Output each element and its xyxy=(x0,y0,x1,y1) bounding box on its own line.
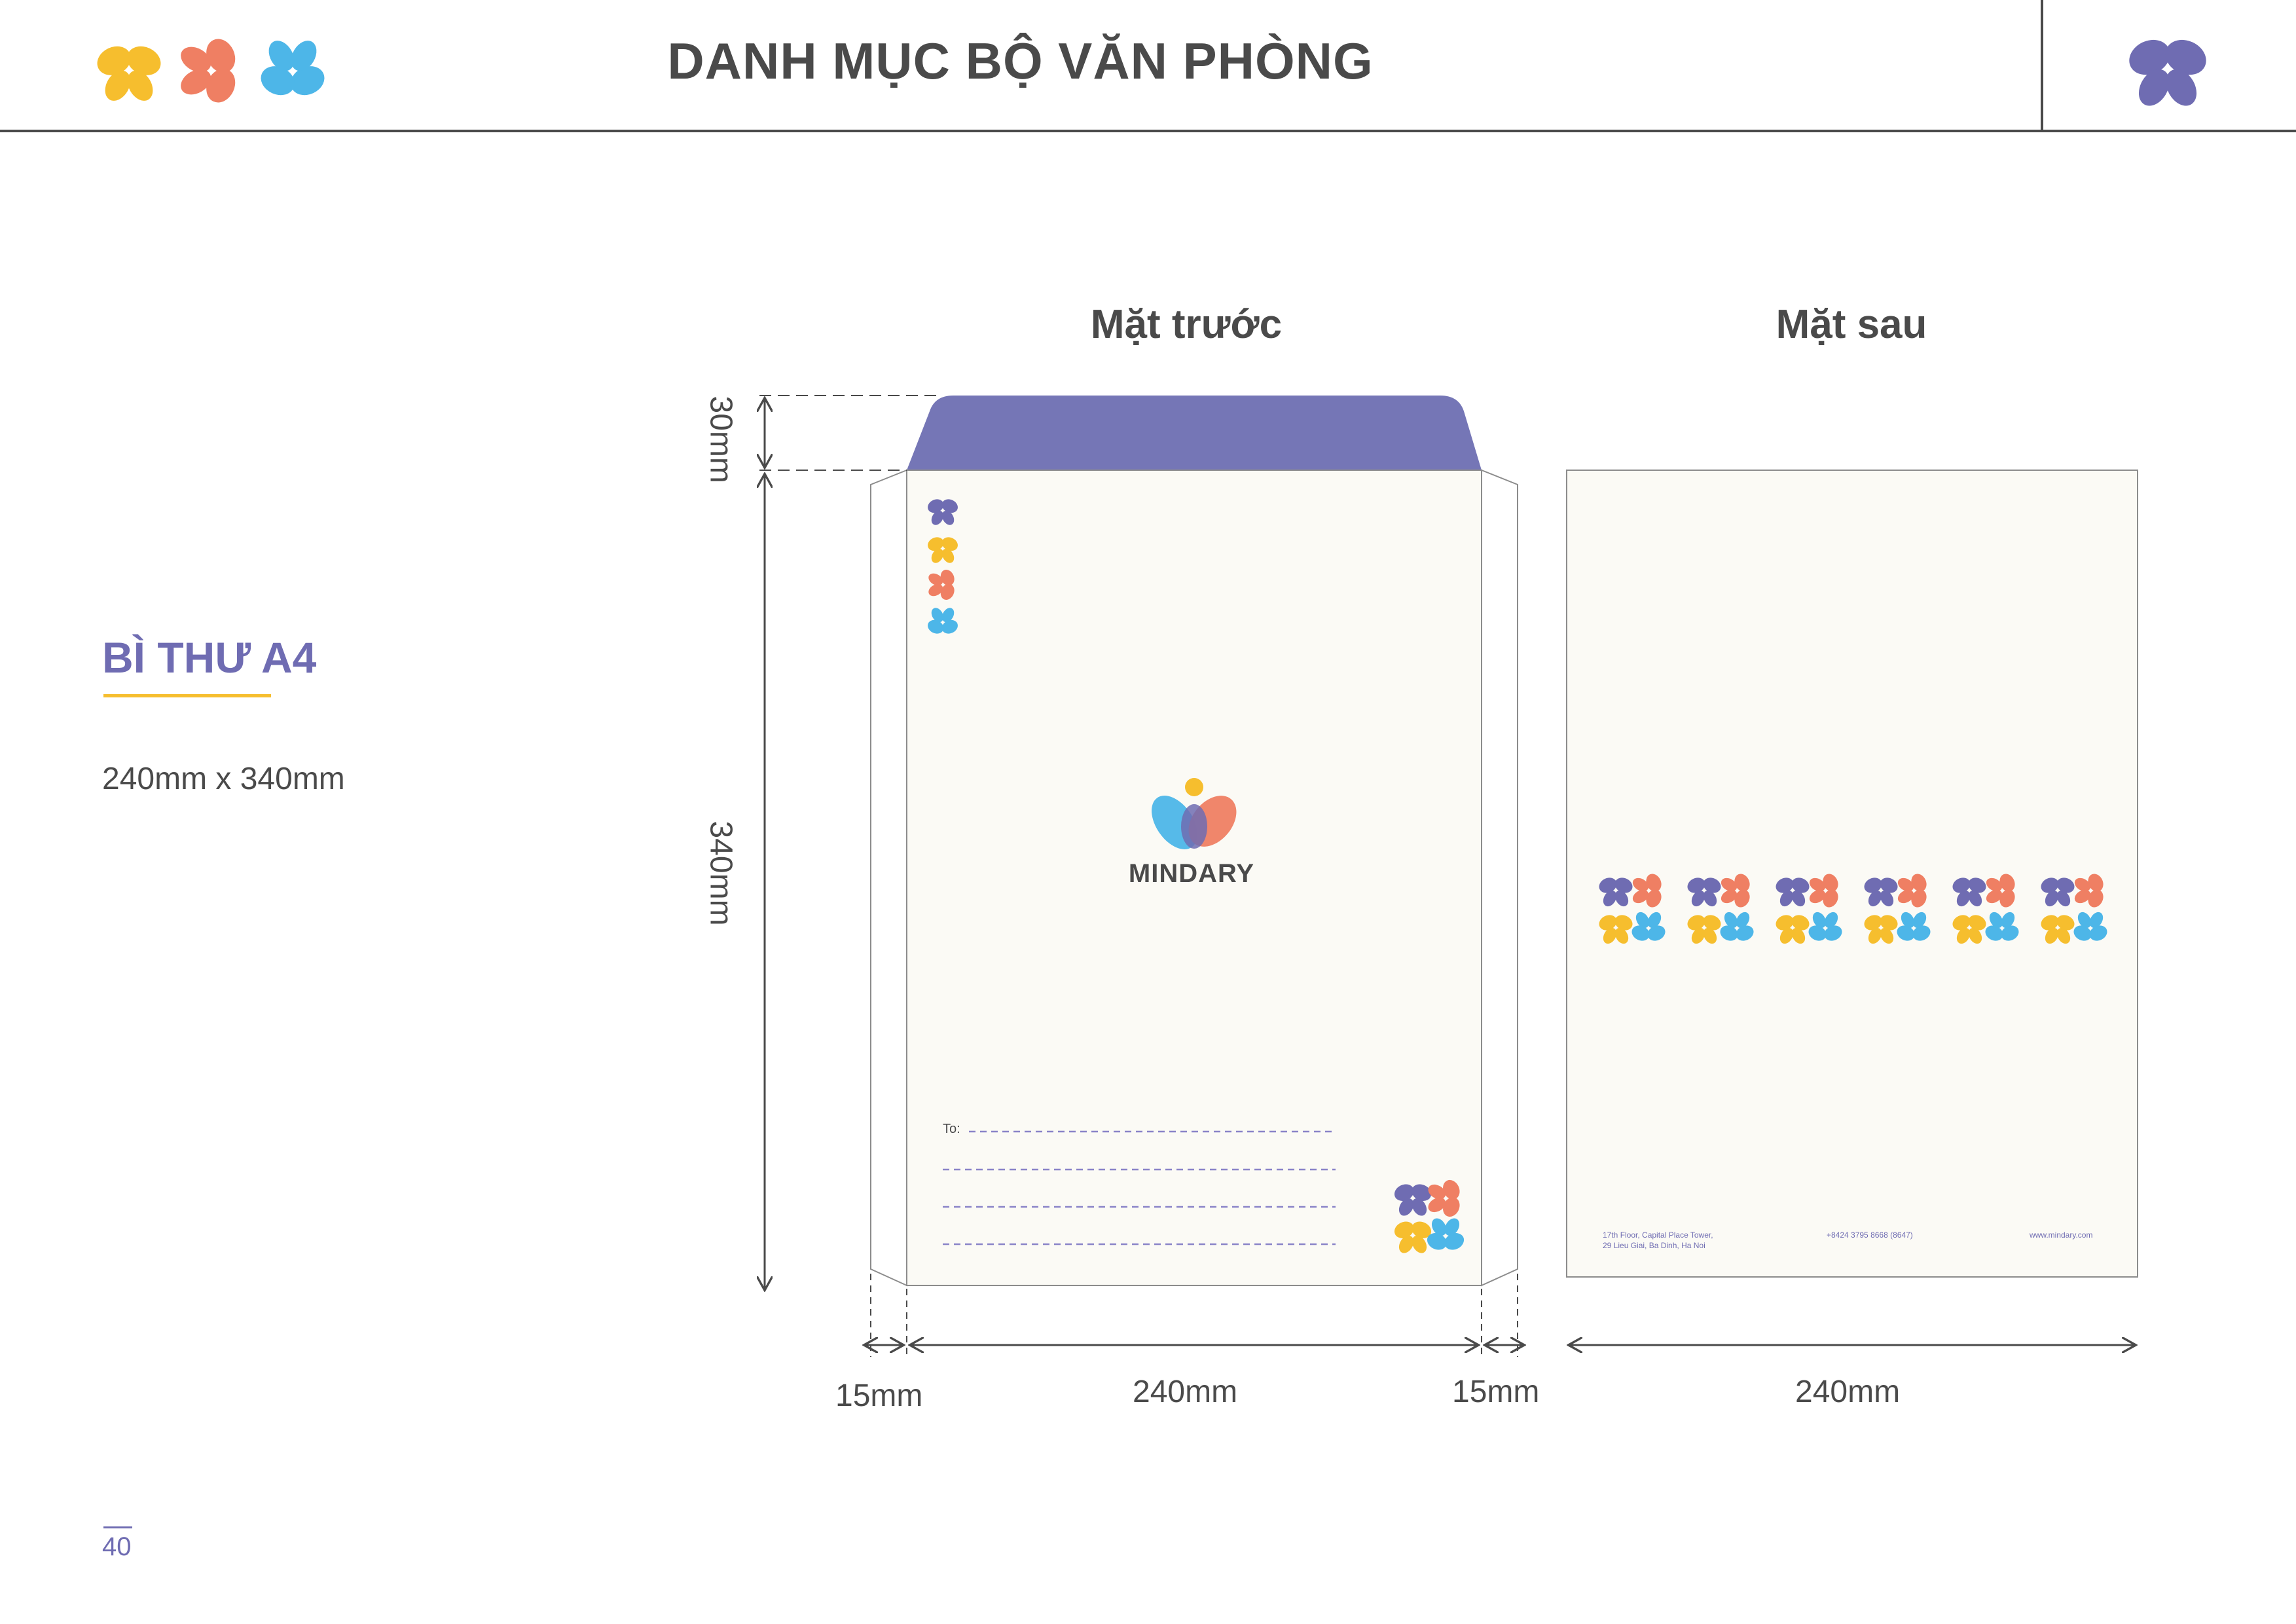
front-body xyxy=(906,470,1482,1286)
to-label: To: xyxy=(943,1122,960,1136)
butterfly-blue-icon xyxy=(256,36,329,101)
section-size: 240mm x 340mm xyxy=(102,762,345,796)
section-heading: BÌ THƯ A4 xyxy=(102,633,317,682)
mindary-logo-icon xyxy=(1152,778,1237,849)
brand-wordmark: MINDARY xyxy=(1128,859,1255,888)
left-margin-dimension-label: 15mm xyxy=(835,1378,923,1413)
back-phone: +8424 3795 8668 (8647) xyxy=(1827,1230,1913,1240)
butterfly-yellow-icon xyxy=(92,41,166,105)
back-address: 17th Floor, Capital Place Tower, 29 Lieu… xyxy=(1603,1230,1713,1251)
back-website: www.mindary.com xyxy=(2030,1230,2093,1240)
back-label: Mặt sau xyxy=(1776,302,1927,347)
front-side-flaps xyxy=(870,469,1518,1287)
height-dimension-label: 340mm xyxy=(703,821,738,926)
back-address-line1: 17th Floor, Capital Place Tower, xyxy=(1603,1230,1713,1240)
section-underline xyxy=(103,694,271,697)
address-lines xyxy=(943,1130,1336,1246)
butterfly-purple-icon xyxy=(2123,33,2212,111)
header-divider xyxy=(0,130,2296,132)
page-number: 40 xyxy=(102,1532,132,1561)
back-body xyxy=(1566,470,2138,1278)
front-top-flap xyxy=(907,396,1482,470)
page-title: DANH MỤC BỘ VĂN PHÒNG xyxy=(667,32,1374,90)
front-label: Mặt trước xyxy=(1090,302,1283,347)
back-width-dimension-label: 240mm xyxy=(1795,1375,1901,1409)
flap-dimension-label: 30mm xyxy=(703,396,738,483)
header-vertical-divider xyxy=(2041,0,2043,131)
right-margin-dimension-label: 15mm xyxy=(1452,1375,1540,1409)
page-number-line xyxy=(103,1526,132,1528)
back-address-line2: 29 Lieu Giai, Ba Dinh, Ha Noi xyxy=(1603,1241,1705,1250)
butterfly-coral-icon xyxy=(176,34,241,107)
front-width-dimension-label: 240mm xyxy=(1133,1375,1238,1409)
